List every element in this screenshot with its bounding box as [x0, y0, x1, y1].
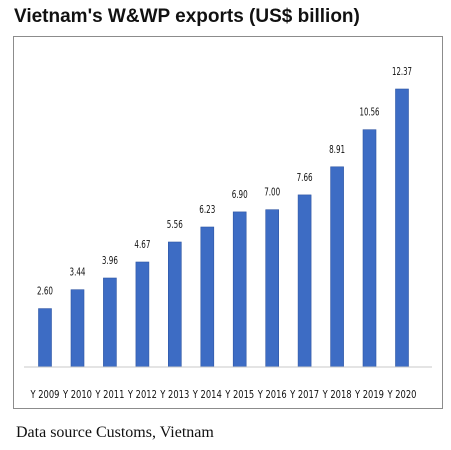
bar-y-2015	[232, 211, 247, 368]
x-tick-label: Y 2016	[257, 388, 287, 401]
x-tick-label: Y 2020	[387, 388, 417, 401]
value-label: 12.37	[392, 65, 412, 78]
bar-chart: 2.60 3.44 3.96 4.67 5.56 6.23 6.90 7.00 7.66 8.91…	[24, 65, 432, 401]
x-tick-label: Y 2010	[62, 388, 92, 401]
chart-frame: 2.60 3.44 3.96 4.67 5.56 6.23 6.90 7.00 7.66 8.91…	[13, 36, 443, 409]
value-label: 7.66	[297, 171, 313, 184]
x-tick-label: Y 2017	[289, 388, 319, 401]
chart-title: Vietnam's W&WP exports (US$ billion)	[14, 6, 360, 27]
bar-y-2013	[168, 241, 182, 368]
bar-y-2016	[265, 209, 279, 368]
value-label: 6.23	[199, 203, 215, 216]
value-label: 3.44	[70, 266, 86, 279]
value-label: 5.56	[167, 218, 183, 231]
x-tick-label: Y 2015	[224, 388, 254, 401]
bar-y-2017	[297, 194, 312, 368]
value-label: 6.90	[232, 188, 248, 201]
value-label: 8.91	[329, 143, 345, 156]
value-label: 4.67	[134, 238, 150, 251]
bar-y-2014	[200, 226, 215, 368]
x-tick-label: Y 2009	[30, 388, 60, 401]
x-tick-labels-group: Y 2009 Y 2010 Y 2011 Y 2012 Y 2013 Y 2014 Y 20…	[30, 388, 417, 401]
x-tick-label: Y 2013	[160, 388, 190, 401]
bars-group	[38, 88, 409, 368]
bar-y-2018	[330, 166, 344, 368]
value-labels-group: 2.60 3.44 3.96 4.67 5.56 6.23 6.90 7.00 7.66 8.91…	[37, 65, 412, 298]
value-label: 3.96	[102, 254, 118, 267]
bar-y-2019	[362, 129, 377, 368]
data-source-note: Data source Customs, Vietnam	[16, 424, 214, 441]
bar-y-2010	[70, 289, 85, 368]
bar-y-2009	[38, 308, 52, 368]
x-tick-label: Y 2011	[95, 388, 125, 401]
value-label: 2.60	[37, 285, 53, 298]
bar-y-2020	[395, 88, 409, 368]
bar-y-2012	[135, 261, 150, 368]
bar-y-2011	[103, 277, 117, 368]
x-tick-label: Y 2018	[322, 388, 352, 401]
x-tick-label: Y 2019	[354, 388, 384, 401]
value-label: 7.00	[264, 186, 280, 199]
x-tick-label: Y 2014	[192, 388, 222, 401]
x-tick-label: Y 2012	[127, 388, 157, 401]
value-label: 10.56	[360, 106, 380, 119]
